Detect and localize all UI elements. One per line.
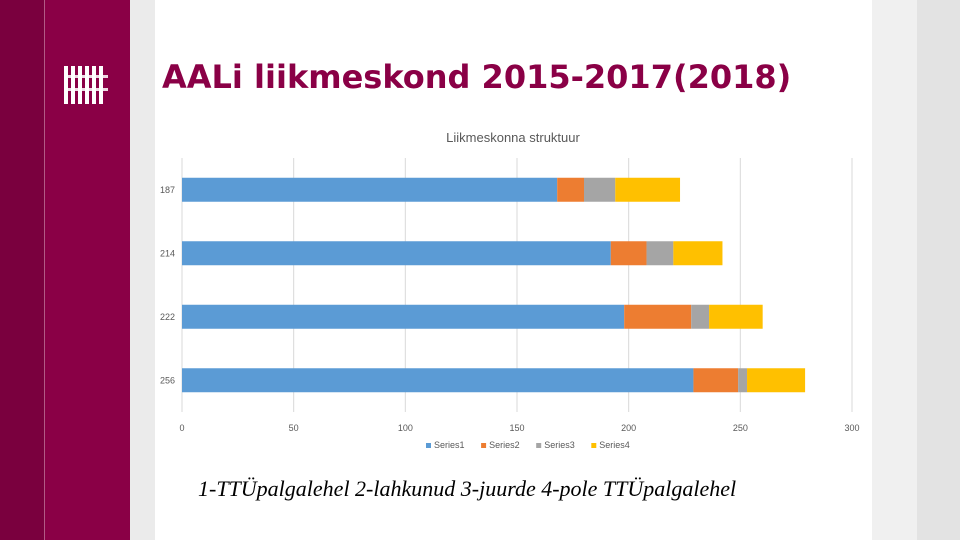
y-tick-label-2: 222	[160, 312, 175, 322]
bar-series3-3	[738, 368, 748, 393]
slide-area	[155, 0, 872, 540]
bar-series1-0	[182, 177, 558, 202]
bar-series1-3	[182, 368, 694, 393]
bar-series3-0	[584, 177, 616, 202]
bar-series4-2	[709, 304, 763, 329]
legend-swatch-0	[426, 443, 431, 448]
legend-swatch-1	[481, 443, 487, 448]
bar-series2-0	[557, 177, 584, 202]
y-tick-label-1: 214	[160, 248, 175, 258]
bar-series2-3	[693, 368, 739, 393]
y-tick-label-0: 187	[160, 185, 175, 195]
legend-swatch-2	[536, 443, 542, 448]
slide-caption: 1-TTÜpalgalehel 2-lahkunud 3-juurde 4-po…	[198, 476, 737, 501]
legend-label-1: Series2	[489, 440, 520, 450]
bar-series4-3	[747, 368, 806, 393]
x-tick-label-0: 0	[179, 423, 184, 433]
x-tick-label-1: 50	[289, 423, 299, 433]
legend-swatch-3	[591, 443, 597, 448]
university-logo-icon	[64, 66, 108, 104]
sidebar-edge	[0, 0, 44, 540]
x-tick-label-5: 250	[733, 423, 748, 433]
bar-series2-1	[610, 241, 647, 266]
bar-series2-2	[624, 304, 692, 329]
x-tick-label-4: 200	[621, 423, 636, 433]
bar-series1-2	[182, 304, 625, 329]
legend-label-2: Series3	[544, 440, 575, 450]
bar-series4-1	[673, 241, 723, 266]
legend-label-0: Series1	[434, 440, 465, 450]
x-tick-label-2: 100	[398, 423, 413, 433]
bar-series4-0	[615, 177, 681, 202]
legend-label-3: Series4	[599, 440, 630, 450]
slide-title: AALi liikmeskond 2015-2017(2018)	[162, 58, 792, 96]
sidebar-divider	[44, 0, 45, 540]
right-strip	[872, 0, 917, 540]
chart-title: Liikmeskonna struktuur	[446, 130, 580, 145]
bar-series3-2	[691, 304, 710, 329]
y-tick-label-3: 256	[160, 375, 175, 385]
x-tick-label-3: 150	[509, 423, 524, 433]
bar-series1-1	[182, 241, 611, 266]
bar-series3-1	[646, 241, 674, 266]
x-tick-label-6: 300	[844, 423, 859, 433]
